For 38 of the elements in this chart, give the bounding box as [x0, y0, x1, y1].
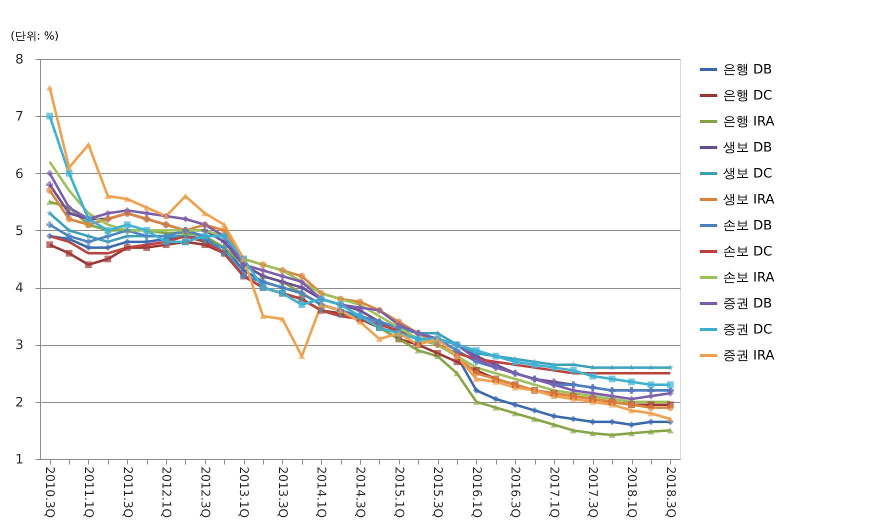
x-tick-label: 2014.3Q [354, 466, 368, 518]
x-tick-label: 2018.1Q [625, 466, 640, 518]
x-tick-label: 2015.1Q [392, 466, 406, 518]
x-tick-label: 2010.3Q [43, 466, 58, 518]
x-tick-label: 2017.1Q [547, 466, 562, 518]
legend-label: 손보 DC [723, 244, 772, 260]
y-axis-title: (단위: %) [10, 30, 59, 42]
y-tick-label: 4 [15, 281, 24, 296]
legend-label: 생보 DB [723, 140, 772, 156]
x-tick-label: 2011.3Q [120, 466, 135, 518]
y-tick-label: 1 [15, 452, 24, 468]
x-tick-label: 2016.3Q [508, 466, 523, 518]
y-tick-label: 6 [15, 166, 24, 182]
y-tick-label: 5 [15, 224, 24, 239]
legend-label: 증권 DB [723, 296, 772, 312]
legend-label: 은행 DB [723, 62, 772, 78]
x-tick-label: 2013.3Q [276, 466, 290, 518]
x-tick-label: 2014.1Q [314, 466, 329, 518]
legend-label: 증권 IRA [723, 348, 774, 364]
x-tick-label: 2016.1Q [470, 466, 484, 518]
legend-label: 손보 IRA [723, 270, 774, 286]
x-tick-label: 2018.3Q [664, 466, 678, 518]
legend-label: 생보 IRA [723, 192, 774, 208]
legend-label: 손보 DB [723, 218, 772, 234]
x-tick-label: 2012.1Q [160, 466, 174, 518]
x-tick-label: 2012.3Q [198, 466, 212, 518]
y-tick-label: 3 [15, 338, 24, 354]
y-tick-label: 2 [15, 395, 24, 410]
y-tick-label: 8 [15, 52, 24, 68]
x-tick-label: 2015.3Q [431, 466, 446, 518]
legend-label: 증권 DC [723, 322, 772, 338]
x-tick-label: 2011.1Q [82, 466, 96, 518]
legend-label: 은행 IRA [723, 114, 774, 130]
y-tick-label: 7 [15, 110, 24, 125]
legend-label: 은행 DC [723, 88, 772, 104]
legend-label: 생보 DC [723, 166, 772, 182]
x-tick-label: 2017.3Q [586, 466, 600, 518]
x-tick-label: 2013.1Q [237, 466, 252, 518]
